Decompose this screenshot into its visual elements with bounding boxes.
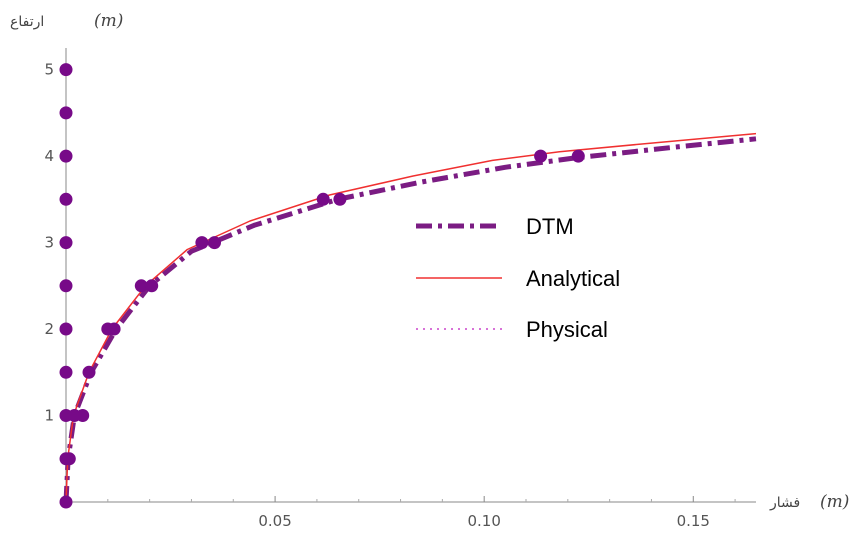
legend-item-physical: Physical [416,317,608,342]
tick-labels: 0.05 0.10 0.15 1 2 3 4 5 [44,61,710,530]
x-tick-label: 0.10 [467,512,500,530]
data-point [534,149,548,163]
series-line-analytical [65,132,757,503]
y-tick-label: 2 [44,320,54,338]
data-point [134,279,148,293]
y-axis-unit: (m) [94,11,123,31]
legend-label-analytical: Analytical [526,266,620,291]
x-tick-label: 0.15 [677,512,710,530]
y-tick-label: 3 [44,234,54,252]
data-point [82,365,96,379]
legend-label-dtm: DTM [526,214,574,239]
data-point [195,236,209,250]
legend: DTM Analytical Physical [416,214,620,342]
markers [59,63,585,509]
data-point [145,279,159,293]
y-tick-label: 1 [44,407,54,425]
data-point [59,495,73,509]
data-point [59,106,73,120]
series-line-dtm [63,136,757,503]
data-point [59,236,73,250]
data-point [76,409,90,422]
x-axis-label: فشار [769,495,800,511]
data-point [316,192,330,206]
axis-titles: (m) ارتفاع فشار (m) [10,11,849,512]
series-lines [63,132,757,503]
axes [65,48,756,503]
data-point [208,236,221,250]
data-point [59,192,73,206]
x-axis-unit: (m) [820,492,849,512]
data-point [59,322,73,336]
y-axis-label: ارتفاع [10,14,44,30]
data-point [571,149,585,163]
data-point [59,365,73,379]
data-point [59,63,73,77]
data-point [333,192,347,206]
legend-item-dtm: DTM [416,214,574,239]
y-tick-label: 4 [44,147,54,165]
y-tick-label: 5 [44,61,54,79]
data-point [59,149,73,163]
x-tick-label: 0.05 [258,512,291,530]
legend-label-physical: Physical [526,317,608,342]
data-point [59,279,73,293]
data-point [107,322,121,336]
data-point [62,452,76,466]
legend-item-analytical: Analytical [416,266,620,291]
ticks [66,69,736,502]
